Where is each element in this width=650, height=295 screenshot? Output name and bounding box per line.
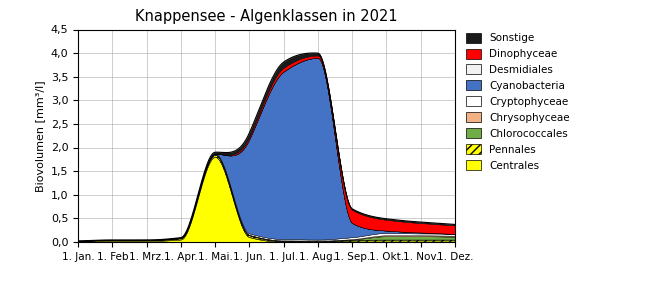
Title: Knappensee - Algenklassen in 2021: Knappensee - Algenklassen in 2021 bbox=[135, 9, 398, 24]
Y-axis label: Biovolumen [mm³/l]: Biovolumen [mm³/l] bbox=[35, 80, 45, 191]
Legend: Sonstige, Dinophyceae, Desmidiales, Cyanobacteria, Cryptophyceae, Chrysophyceae,: Sonstige, Dinophyceae, Desmidiales, Cyan… bbox=[464, 30, 572, 173]
